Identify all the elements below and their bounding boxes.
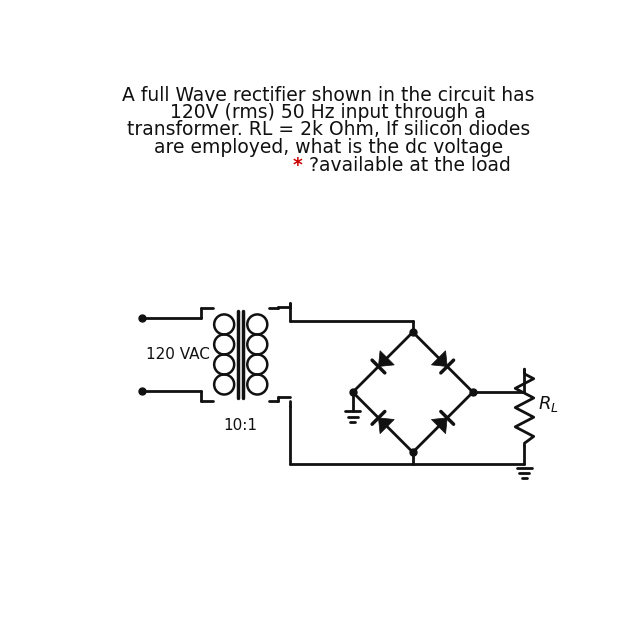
Polygon shape bbox=[431, 351, 447, 367]
Text: *: * bbox=[293, 156, 309, 175]
Text: transformer. RL = 2k Ohm, If silicon diodes: transformer. RL = 2k Ohm, If silicon dio… bbox=[126, 121, 529, 139]
Text: ?available at the load: ?available at the load bbox=[309, 156, 511, 175]
Polygon shape bbox=[378, 418, 394, 433]
Text: A full Wave rectifier shown in the circuit has: A full Wave rectifier shown in the circu… bbox=[122, 86, 535, 105]
Text: are employed, what is the dc voltage: are employed, what is the dc voltage bbox=[154, 138, 503, 157]
Text: 120V (rms) 50 Hz input through a: 120V (rms) 50 Hz input through a bbox=[171, 103, 486, 122]
Text: $R_L$: $R_L$ bbox=[538, 394, 559, 414]
Text: 120 VAC: 120 VAC bbox=[146, 347, 210, 362]
Polygon shape bbox=[378, 351, 394, 367]
Polygon shape bbox=[431, 418, 447, 433]
Text: 10:1: 10:1 bbox=[224, 418, 258, 433]
